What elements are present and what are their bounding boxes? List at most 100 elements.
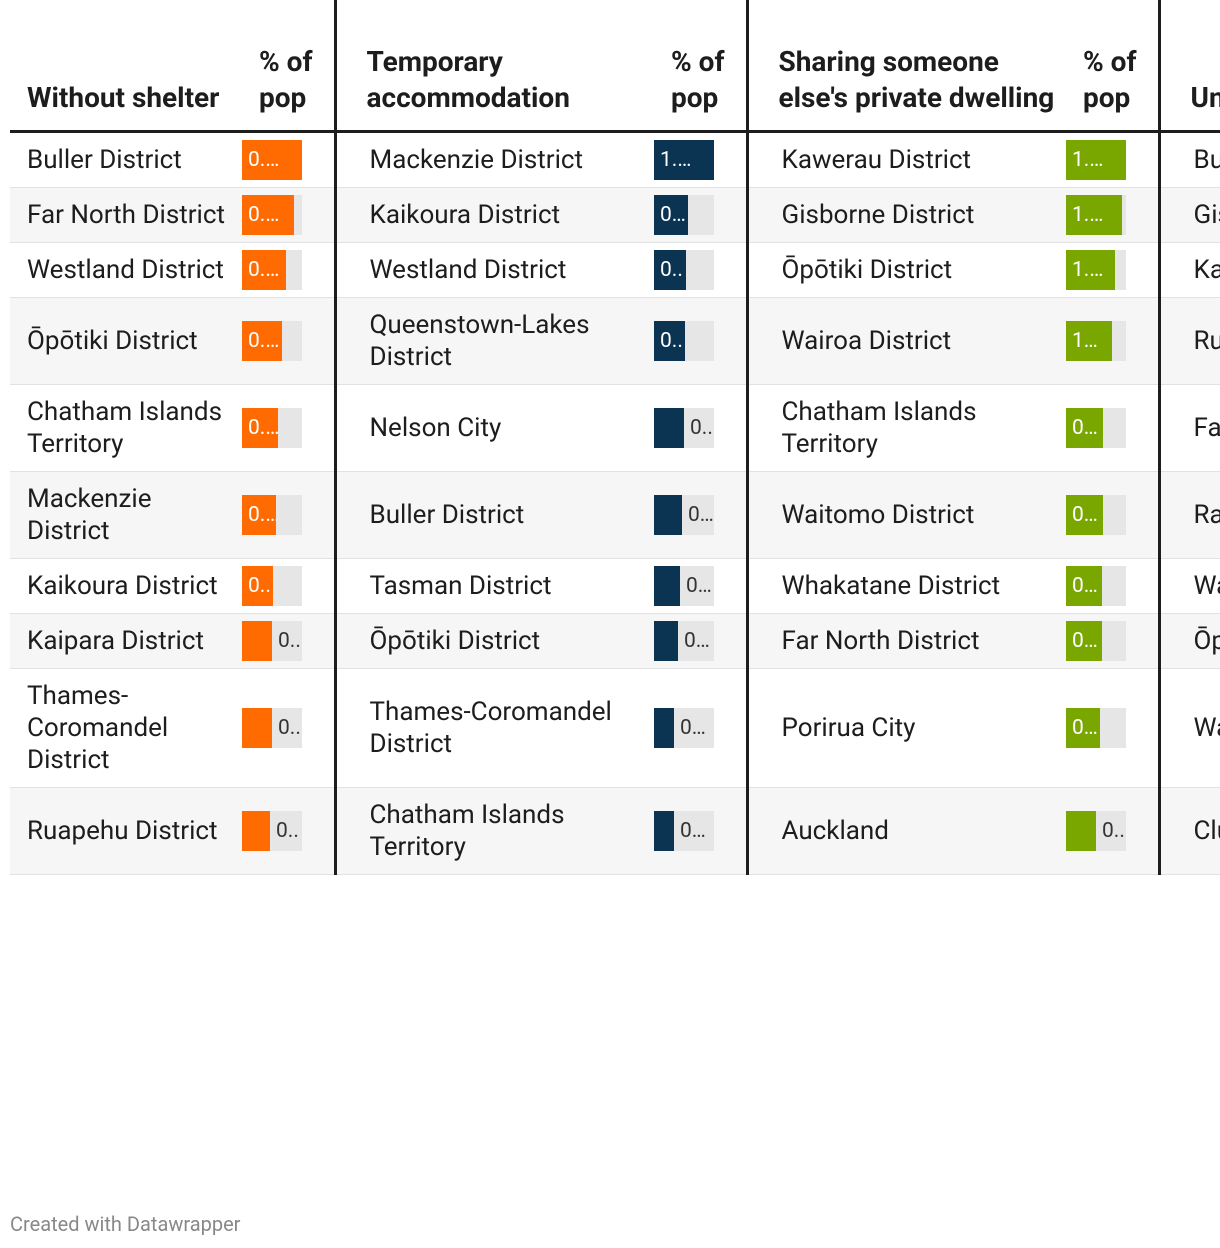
- column-header: % of pop: [242, 0, 335, 133]
- bar: [242, 811, 270, 851]
- row-name: Chatham Islands Territory: [333, 787, 654, 875]
- bar-label: 1.…: [1072, 203, 1104, 227]
- bar-label: 0.…: [248, 258, 280, 282]
- bar-label: 0…: [1072, 629, 1098, 653]
- bar-track: 1.…: [1066, 250, 1126, 290]
- bar-label: 0..: [248, 574, 271, 598]
- bar-cell: 0.…: [242, 384, 335, 472]
- bar-track: 0…: [654, 621, 714, 661]
- bar-track: 0..: [242, 566, 302, 606]
- table: Without shelter% of pop Temporary accommo…: [10, 0, 1220, 875]
- bar: [1066, 250, 1115, 290]
- row-name: Gisborne District: [745, 187, 1066, 243]
- table-row: Chatham Islands Territory 0.… Nelson City 0…: [10, 384, 1220, 472]
- bar-cell: 0.…: [242, 471, 335, 559]
- row-name: Chatham Islands Territory: [10, 384, 242, 472]
- bar-cell: 1.…: [654, 131, 747, 188]
- bar: [242, 708, 272, 748]
- bar-cell: 0…: [654, 187, 747, 243]
- bar-track: 0…: [654, 195, 714, 235]
- bar-label: 1.…: [1072, 148, 1104, 172]
- bar-track: 1.…: [1066, 195, 1126, 235]
- row-name: Rangitikei District: [1157, 471, 1220, 559]
- bar: [1066, 408, 1103, 448]
- bar: [654, 495, 682, 535]
- row-name: Westland District: [10, 242, 242, 298]
- bar-cell: 0…: [1066, 558, 1159, 614]
- bar: [242, 621, 272, 661]
- bar-label: 0…: [660, 203, 686, 227]
- row-name: Ruapehu District: [1157, 297, 1220, 385]
- bar-label: 0..: [690, 416, 713, 440]
- row-name: Waitomo District: [745, 471, 1066, 559]
- bar-cell: 0…: [1066, 613, 1159, 669]
- bar-cell: 0…: [654, 613, 747, 669]
- row-name: Tasman District: [333, 558, 654, 614]
- bar: [654, 408, 684, 448]
- table-row: Kaikoura District 0.. Tasman District 0… Wha…: [10, 558, 1220, 614]
- table-container: Without shelter% of pop Temporary accommo…: [10, 0, 1220, 875]
- bar-cell: 0…: [654, 471, 747, 559]
- row-name: Nelson City: [333, 384, 654, 472]
- bar-track: 1…: [1066, 321, 1126, 361]
- bar-track: 0…: [654, 566, 714, 606]
- bar-label: 0..: [278, 629, 301, 653]
- bar-track: 0..: [654, 408, 714, 448]
- bar-track: 0.…: [242, 321, 302, 361]
- bar-label: 0.…: [248, 503, 276, 527]
- bar: [242, 408, 278, 448]
- table-header: Without shelter% of pop Temporary accommo…: [10, 0, 1220, 133]
- row-name: Waimate District: [1157, 668, 1220, 788]
- bar-track: 0.…: [242, 140, 302, 180]
- bar: [654, 321, 686, 361]
- bar-label: 0..: [660, 258, 683, 282]
- row-name: Mackenzie District: [333, 131, 654, 188]
- bar: [242, 250, 286, 290]
- bar: [242, 140, 302, 180]
- bar: [654, 708, 674, 748]
- bar-track: 0.…: [242, 408, 302, 448]
- bar-cell: 0…: [1066, 471, 1159, 559]
- bar-cell: 0…: [654, 668, 747, 788]
- bar: [1066, 195, 1123, 235]
- bar-label: 1.…: [1072, 258, 1104, 282]
- bar: [1066, 621, 1102, 661]
- row-name: Ruapehu District: [10, 787, 242, 875]
- row-name: Thames-Coromandel District: [333, 668, 654, 788]
- column-header: Uninhabitable housing: [1157, 0, 1220, 133]
- bar-track: 0..: [242, 811, 302, 851]
- bar: [1066, 566, 1103, 606]
- bar-label: 0…: [1072, 416, 1098, 440]
- bar-label: 0…: [680, 716, 706, 740]
- bar-cell: 0.…: [242, 131, 335, 188]
- row-name: Whakatane District: [745, 558, 1066, 614]
- bar-label: 0…: [684, 629, 710, 653]
- bar-track: 0..: [654, 321, 714, 361]
- bar-track: 0…: [1066, 408, 1126, 448]
- bar: [654, 621, 678, 661]
- table-row: Ruapehu District 0.. Chatham Islands Terri…: [10, 787, 1220, 875]
- bar-track: 0..: [242, 621, 302, 661]
- bar-cell: 0..: [654, 384, 747, 472]
- bar-cell: 0..: [654, 297, 747, 385]
- bar-track: 1.…: [1066, 140, 1126, 180]
- row-name: Clutha District: [1157, 787, 1220, 875]
- row-name: Ōpōtiki District: [10, 297, 242, 385]
- column-header: Sharing someone else's private dwelling: [745, 0, 1066, 133]
- bar-cell: 0...: [242, 668, 335, 788]
- bar-label: 0…: [1072, 503, 1098, 527]
- bar-label: 0.…: [248, 329, 280, 353]
- bar-cell: 1…: [1066, 297, 1159, 385]
- row-name: Kawerau District: [1157, 242, 1220, 298]
- bar-label: 0..: [1102, 819, 1125, 843]
- bar-cell: 0..: [654, 242, 747, 298]
- bar: [242, 195, 294, 235]
- row-name: Westland District: [333, 242, 654, 298]
- bar-label: 0.…: [248, 203, 280, 227]
- row-name: Wairoa District: [745, 297, 1066, 385]
- bar-label: 1.…: [660, 148, 692, 172]
- bar-track: 0.…: [242, 195, 302, 235]
- bar-track: 0…: [654, 495, 714, 535]
- bar-cell: 0..: [242, 787, 335, 875]
